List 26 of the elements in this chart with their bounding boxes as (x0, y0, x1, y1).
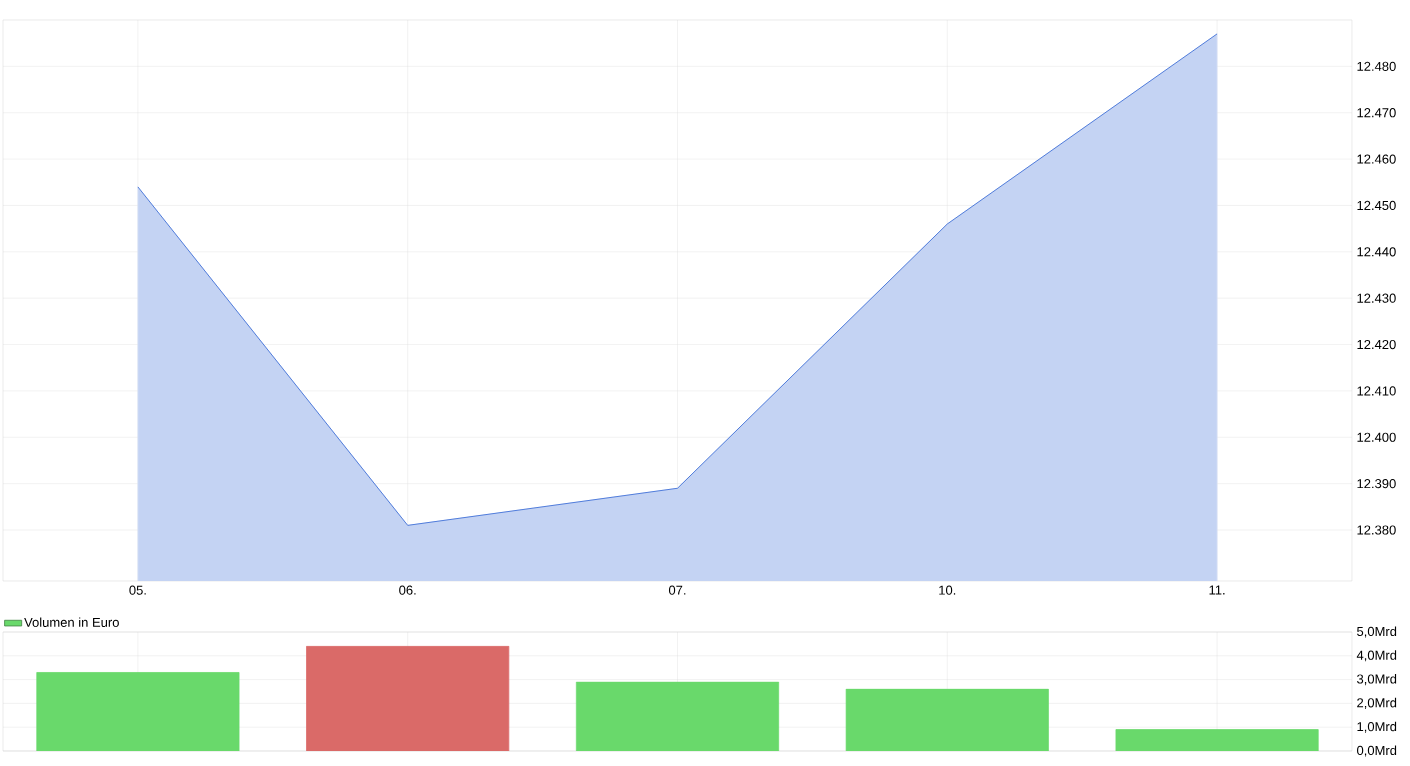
y-tick-label: 1,0Mrd (1357, 721, 1397, 733)
y-tick-label: 12.380 (1357, 525, 1396, 535)
y-tick-label: 4,0Mrd (1356, 650, 1397, 662)
x-tick-label: 06. (399, 585, 416, 595)
y-tick-label: 12.480 (1357, 61, 1396, 71)
bar (1115, 729, 1319, 751)
y-tick-label: 5,0Mrd (1357, 626, 1397, 638)
x-tick-label: 11. (1209, 585, 1225, 595)
x-tick-label: 07. (668, 585, 686, 595)
bar (845, 688, 1049, 751)
x-tick-label: 10. (939, 585, 956, 595)
y-tick-label: 12.470 (1357, 108, 1396, 118)
y-tick-label: 12.410 (1357, 386, 1396, 396)
y-tick-label: 0,0Mrd (1357, 745, 1397, 757)
bar (36, 672, 240, 751)
y-tick-label: 12.440 (1357, 247, 1396, 257)
y-tick-label: 12.430 (1357, 293, 1396, 303)
y-tick-label: 12.390 (1357, 479, 1396, 489)
y-tick-label: 3,0Mrd (1357, 674, 1397, 686)
y-tick-label: 12.400 (1357, 432, 1396, 442)
x-tick-label: 05. (129, 585, 146, 595)
y-tick-label: 12.460 (1357, 154, 1396, 164)
y-tick-label: 12.450 (1357, 200, 1396, 211)
y-tick-label: 12.420 (1357, 339, 1396, 350)
y-tick-label: 2,0Mrd (1357, 697, 1397, 709)
legend-label: Volumen in Euro (24, 617, 119, 627)
